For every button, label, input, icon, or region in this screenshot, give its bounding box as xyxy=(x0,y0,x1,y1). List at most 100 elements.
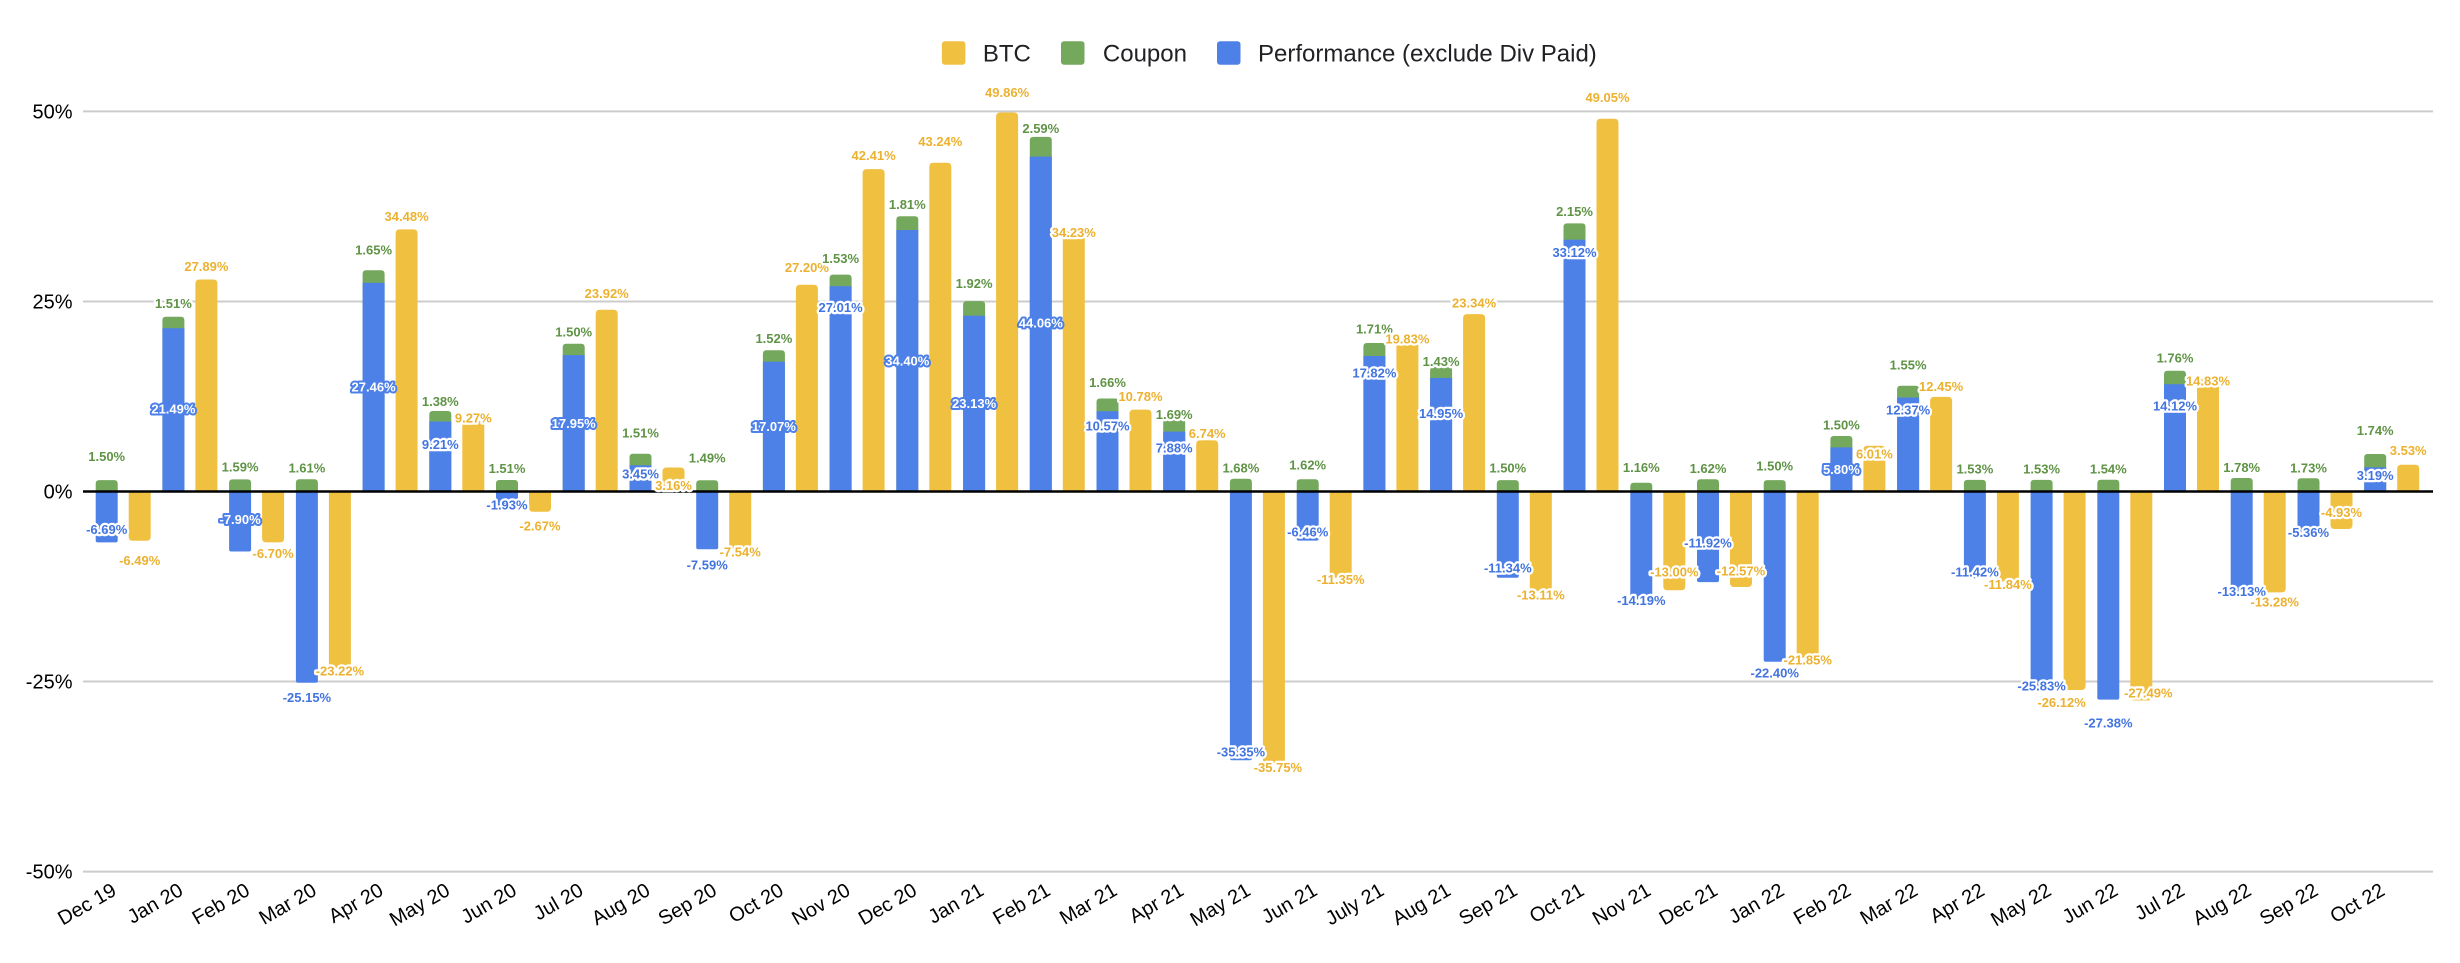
svg-text:BTC: BTC xyxy=(983,41,1031,68)
svg-text:33.12%: 33.12% xyxy=(1552,245,1597,260)
svg-text:-27.49%: -27.49% xyxy=(2124,686,2173,701)
svg-text:34.40%: 34.40% xyxy=(885,353,930,368)
svg-text:-11.92%: -11.92% xyxy=(1684,535,1732,550)
svg-text:Coupon: Coupon xyxy=(1103,41,1187,68)
svg-text:9.21%: 9.21% xyxy=(422,437,459,452)
svg-text:1.71%: 1.71% xyxy=(1356,322,1393,337)
svg-text:12.37%: 12.37% xyxy=(1886,403,1931,418)
svg-text:3.16%: 3.16% xyxy=(655,478,692,493)
svg-text:1.68%: 1.68% xyxy=(1222,461,1259,476)
svg-text:12.45%: 12.45% xyxy=(1919,379,1964,394)
svg-text:27.46%: 27.46% xyxy=(352,380,397,395)
svg-text:44.06%: 44.06% xyxy=(1019,316,1064,331)
svg-text:23.34%: 23.34% xyxy=(1452,296,1497,311)
svg-text:1.50%: 1.50% xyxy=(1756,459,1793,474)
svg-text:-6.70%: -6.70% xyxy=(252,546,294,561)
svg-text:1.53%: 1.53% xyxy=(1956,462,1993,477)
svg-text:-4.93%: -4.93% xyxy=(2321,505,2363,520)
svg-text:1.59%: 1.59% xyxy=(222,460,259,475)
svg-text:34.48%: 34.48% xyxy=(385,209,430,224)
svg-text:2.15%: 2.15% xyxy=(1556,204,1593,219)
svg-text:1.81%: 1.81% xyxy=(889,197,926,212)
svg-text:-35.75%: -35.75% xyxy=(1254,760,1303,775)
svg-text:-23.22%: -23.22% xyxy=(316,663,365,678)
svg-text:-2.67%: -2.67% xyxy=(519,519,561,534)
svg-text:19.83%: 19.83% xyxy=(1385,332,1430,347)
svg-text:-25.15%: -25.15% xyxy=(283,690,332,705)
svg-text:-35.35%: -35.35% xyxy=(1217,744,1266,759)
svg-text:17.95%: 17.95% xyxy=(552,416,597,431)
svg-text:-6.69%: -6.69% xyxy=(86,522,128,537)
svg-text:1.73%: 1.73% xyxy=(2290,461,2327,476)
svg-text:Performance (exclude Div Paid): Performance (exclude Div Paid) xyxy=(1258,41,1597,68)
svg-text:5.80%: 5.80% xyxy=(1823,462,1860,477)
svg-text:-50%: -50% xyxy=(26,862,73,884)
svg-text:-27.38%: -27.38% xyxy=(2084,716,2133,731)
svg-text:3.45%: 3.45% xyxy=(622,467,659,482)
svg-text:1.43%: 1.43% xyxy=(1423,354,1460,369)
svg-text:14.95%: 14.95% xyxy=(1419,406,1464,421)
svg-text:43.24%: 43.24% xyxy=(918,134,963,149)
svg-text:23.13%: 23.13% xyxy=(952,396,997,411)
svg-text:49.86%: 49.86% xyxy=(985,85,1030,100)
svg-text:1.51%: 1.51% xyxy=(622,426,659,441)
svg-text:1.51%: 1.51% xyxy=(489,461,526,476)
svg-text:10.57%: 10.57% xyxy=(1085,419,1130,434)
svg-text:1.66%: 1.66% xyxy=(1089,375,1126,390)
svg-text:27.89%: 27.89% xyxy=(184,259,229,274)
svg-text:-11.84%: -11.84% xyxy=(1984,577,2032,592)
svg-text:2.59%: 2.59% xyxy=(1022,121,1059,136)
svg-text:1.38%: 1.38% xyxy=(422,394,459,409)
svg-text:6.74%: 6.74% xyxy=(1189,426,1226,441)
svg-text:1.55%: 1.55% xyxy=(1890,357,1927,372)
svg-text:17.82%: 17.82% xyxy=(1352,365,1397,380)
svg-text:-11.34%: -11.34% xyxy=(1484,561,1532,576)
svg-text:1.76%: 1.76% xyxy=(2157,350,2194,365)
svg-text:-5.36%: -5.36% xyxy=(2288,525,2330,540)
svg-text:1.62%: 1.62% xyxy=(1690,461,1727,476)
svg-text:-25%: -25% xyxy=(26,672,73,694)
svg-text:17.07%: 17.07% xyxy=(752,419,797,434)
svg-text:3.19%: 3.19% xyxy=(2357,468,2394,483)
svg-text:-11.35%: -11.35% xyxy=(1317,572,1365,587)
svg-text:1.54%: 1.54% xyxy=(2090,461,2127,476)
svg-text:1.65%: 1.65% xyxy=(355,242,392,257)
svg-text:-6.46%: -6.46% xyxy=(1287,525,1329,540)
svg-text:-7.54%: -7.54% xyxy=(720,545,762,560)
svg-text:10.78%: 10.78% xyxy=(1118,389,1163,404)
svg-text:49.05%: 49.05% xyxy=(1585,90,1630,105)
svg-text:-13.13%: -13.13% xyxy=(2217,584,2266,599)
svg-text:7.88%: 7.88% xyxy=(1156,441,1193,456)
svg-text:1.53%: 1.53% xyxy=(822,251,859,266)
svg-text:-21.85%: -21.85% xyxy=(1783,653,1832,668)
svg-text:1.74%: 1.74% xyxy=(2357,423,2394,438)
svg-text:50%: 50% xyxy=(32,101,72,123)
svg-text:1.92%: 1.92% xyxy=(956,276,993,291)
svg-text:-1.93%: -1.93% xyxy=(486,498,528,513)
svg-text:0%: 0% xyxy=(44,482,73,504)
svg-text:1.69%: 1.69% xyxy=(1156,407,1193,422)
svg-text:1.53%: 1.53% xyxy=(2023,461,2060,476)
svg-text:27.20%: 27.20% xyxy=(785,260,830,275)
svg-text:9.27%: 9.27% xyxy=(455,411,492,426)
svg-text:14.83%: 14.83% xyxy=(2186,374,2231,389)
svg-text:-11.42%: -11.42% xyxy=(1951,564,1999,579)
svg-text:42.41%: 42.41% xyxy=(852,148,897,163)
svg-text:1.50%: 1.50% xyxy=(555,324,592,339)
svg-text:-13.28%: -13.28% xyxy=(2250,594,2299,609)
svg-text:1.78%: 1.78% xyxy=(2223,460,2260,475)
svg-text:21.49%: 21.49% xyxy=(151,402,196,417)
svg-text:14.12%: 14.12% xyxy=(2153,399,2198,414)
svg-text:-7.90%: -7.90% xyxy=(219,512,261,527)
svg-text:1.50%: 1.50% xyxy=(1489,461,1526,476)
svg-text:27.01%: 27.01% xyxy=(819,300,864,315)
svg-text:1.16%: 1.16% xyxy=(1623,460,1660,475)
svg-text:1.50%: 1.50% xyxy=(88,449,125,464)
svg-text:23.92%: 23.92% xyxy=(585,286,630,301)
svg-text:25%: 25% xyxy=(32,292,72,314)
svg-text:-13.00%: -13.00% xyxy=(1650,565,1699,580)
svg-text:1.61%: 1.61% xyxy=(288,461,325,476)
svg-text:-6.49%: -6.49% xyxy=(119,553,161,568)
svg-text:6.01%: 6.01% xyxy=(1856,447,1893,462)
svg-text:34.23%: 34.23% xyxy=(1052,225,1097,240)
